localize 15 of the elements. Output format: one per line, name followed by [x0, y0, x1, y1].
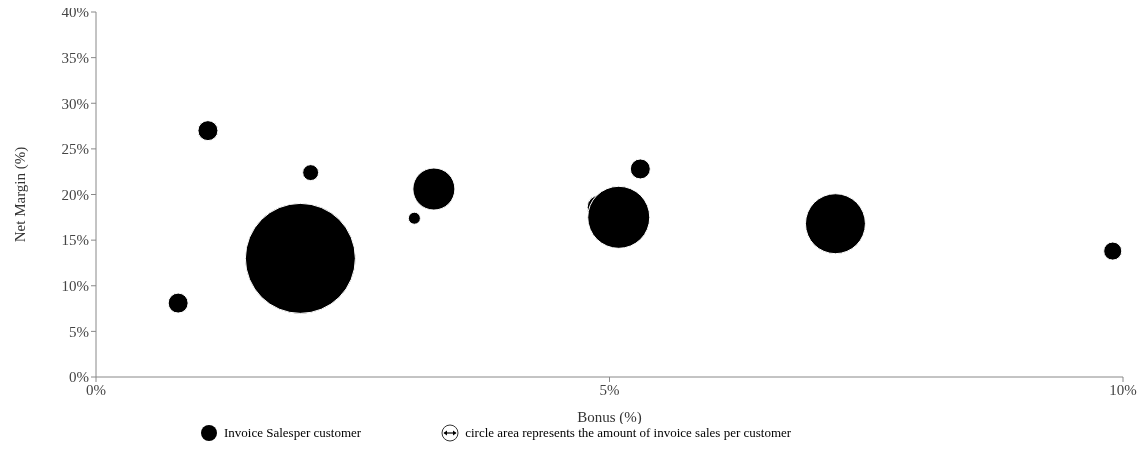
y-tick-label: 20% [61, 186, 89, 203]
legend-label: Invoice Salesper customer [224, 425, 362, 441]
y-tick-label: 30% [61, 95, 89, 112]
y-tick-label: 5% [69, 323, 89, 340]
y-tick-label: 25% [61, 141, 89, 158]
x-tick-label: 0% [86, 381, 106, 398]
y-tick-label: 40% [61, 4, 89, 21]
x-tick-label: 5% [599, 381, 620, 398]
y-tick-label: 10% [61, 278, 89, 295]
y-tick-label: 15% [61, 232, 89, 249]
y-tick-label: 35% [61, 49, 89, 66]
y-axis-title: Net Margin (%) [12, 146, 30, 243]
text: circle area represents the amount of invoice sales per customer [465, 425, 792, 441]
y-tick-label: 0% [69, 369, 89, 386]
x-tick-label: 10% [1109, 381, 1137, 398]
